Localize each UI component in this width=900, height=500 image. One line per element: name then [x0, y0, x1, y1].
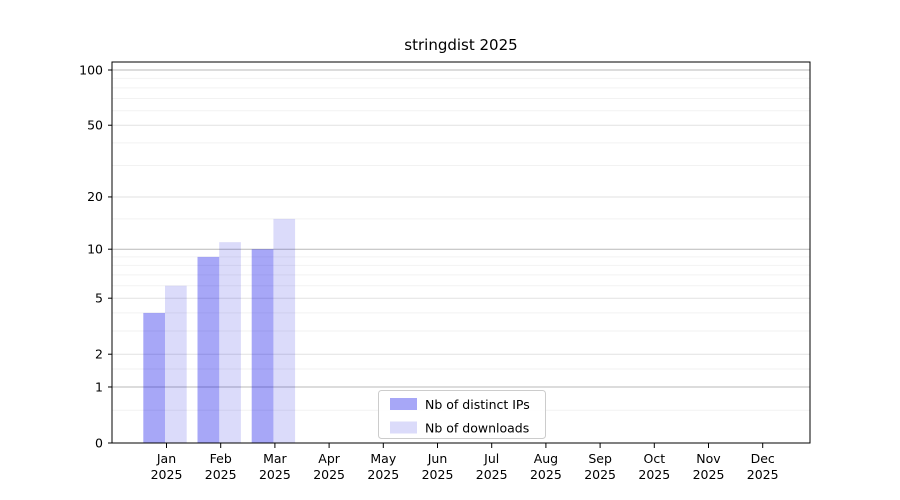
y-tick-label: 20 — [87, 189, 103, 204]
bar-mar-distinct-ips — [251, 249, 274, 443]
x-tick-label-month: Jun — [427, 451, 448, 466]
bar-mar-downloads — [273, 218, 296, 443]
x-tick-label-month: May — [370, 451, 396, 466]
x-tick-label-month: Feb — [210, 451, 232, 466]
x-tick-label-month: Jan — [156, 451, 176, 466]
x-tick-label-year: 2025 — [693, 467, 725, 482]
x-tick-label-year: 2025 — [151, 467, 183, 482]
x-tick-label-month: Sep — [588, 451, 612, 466]
x-tick-label-year: 2025 — [259, 467, 291, 482]
bar-feb-distinct-ips — [197, 256, 220, 443]
legend-label-downloads: Nb of downloads — [425, 421, 529, 436]
y-tick-label: 10 — [87, 241, 103, 256]
x-tick-label-month: Jul — [483, 451, 499, 466]
bar-feb-downloads — [219, 242, 241, 443]
legend-swatch-distinct-ips — [390, 398, 417, 410]
x-tick-label-year: 2025 — [476, 467, 508, 482]
x-tick-label-year: 2025 — [313, 467, 345, 482]
x-tick-label-year: 2025 — [367, 467, 399, 482]
legend-swatch-downloads — [390, 421, 417, 434]
chart-title: stringdist 2025 — [404, 36, 517, 54]
x-tick-label-month: Apr — [318, 451, 340, 466]
x-tick-label-month: Dec — [751, 451, 775, 466]
x-tick-label-month: Oct — [643, 451, 665, 466]
bar-jan-distinct-ips — [143, 312, 165, 443]
x-tick-label-month: Mar — [263, 451, 287, 466]
plot-border — [111, 61, 811, 444]
legend-box — [378, 390, 546, 439]
bar-jan-downloads — [165, 285, 187, 443]
y-tick-label: 100 — [79, 62, 103, 77]
y-tick-label: 0 — [95, 435, 103, 450]
x-tick-label-year: 2025 — [205, 467, 237, 482]
x-tick-label-year: 2025 — [747, 467, 779, 482]
x-tick-label-year: 2025 — [584, 467, 616, 482]
x-tick-label-year: 2025 — [422, 467, 454, 482]
x-tick-label-year: 2025 — [638, 467, 670, 482]
x-tick-label-month: Nov — [696, 451, 721, 466]
x-tick-label-month: Aug — [534, 451, 558, 466]
legend-label-distinct-ips: Nb of distinct IPs — [425, 397, 530, 412]
y-tick-label: 2 — [95, 347, 103, 362]
y-tick-label: 50 — [87, 118, 103, 133]
y-tick-label: 1 — [95, 379, 103, 394]
y-tick-label: 5 — [95, 290, 103, 305]
x-tick-label-year: 2025 — [530, 467, 562, 482]
